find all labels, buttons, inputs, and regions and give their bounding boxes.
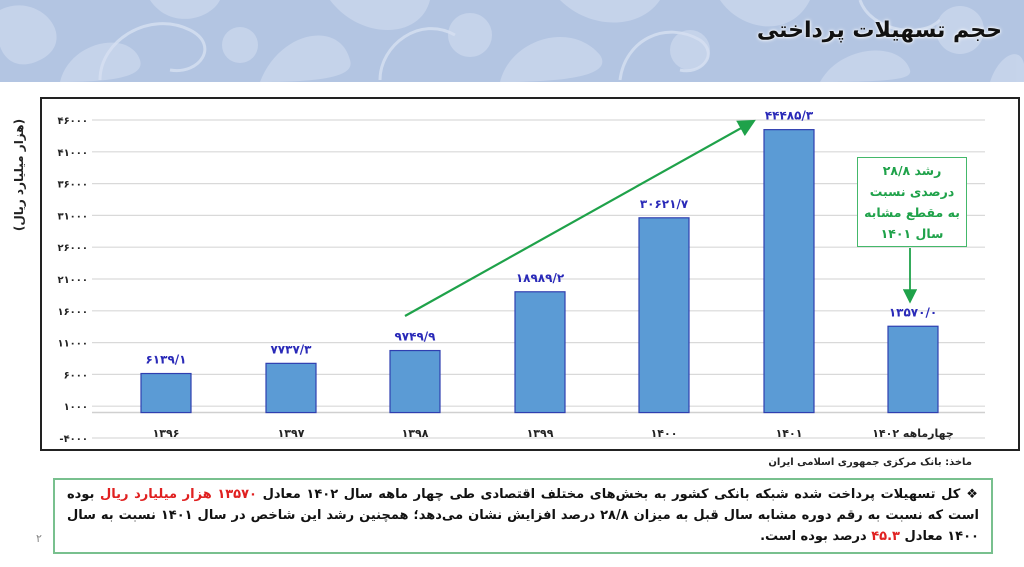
callout-line: درصدی نسبت (869, 184, 955, 199)
y-tick-label: ۲۱۰۰۰ (57, 275, 88, 286)
bar (140, 372, 192, 414)
x-category-label: ۱۳۹۹ (527, 427, 554, 440)
callout-line: به مقطع مشابه (864, 205, 960, 220)
bar-chart: -۴۰۰۰ ۱۰۰۰ ۶۰۰۰ ۱۱۰۰۰ ۱۶۰۰۰ ۲۱۰۰۰ ۲۶۰۰۰ ۳۱۰۰۰ ۳۶… (57, 109, 985, 445)
y-tick-label: ۴۶۰۰۰ (57, 116, 88, 127)
highlight-percent: ۴۵.۳ (871, 529, 900, 544)
page-number: ۲ (36, 532, 42, 545)
highlight-amount: ۱۳۵۷۰ هزار میلیارد ریال (99, 487, 257, 502)
bar-value-label: ۱۸۹۸۹/۲ (516, 271, 565, 285)
y-tick-label: ۴۱۰۰۰ (57, 148, 88, 159)
bar (638, 217, 690, 414)
floral-pattern-decoration (0, 0, 1024, 82)
page-title: حجم تسهیلات پرداختی (756, 18, 1002, 43)
bar-value-label: ۴۴۴۸۵/۳ (765, 109, 814, 123)
chart-area: -۴۰۰۰ ۱۰۰۰ ۶۰۰۰ ۱۱۰۰۰ ۱۶۰۰۰ ۲۱۰۰۰ ۲۶۰۰۰ ۳۱۰۰۰ ۳۶… (40, 97, 1020, 451)
bar-value-label: ۱۳۵۷۰/۰ (889, 305, 937, 319)
y-tick-label: ۱۶۰۰۰ (57, 307, 88, 318)
trend-arrow (404, 119, 756, 317)
bar-value-label: ۳۰۶۲۱/۷ (640, 197, 689, 211)
x-category-label: ۱۳۹۶ (153, 427, 180, 440)
callout-line: سال ۱۴۰۱ (880, 226, 944, 241)
source-note: ماخذ: بانک مرکزی جمهوری اسلامی ایران (768, 457, 972, 468)
bar-value-label: ۷۷۳۷/۳ (270, 342, 312, 356)
bar (887, 325, 939, 414)
y-tick-label: ۳۶۰۰۰ (57, 180, 88, 191)
y-tick-label: ۲۶۰۰۰ (57, 243, 88, 254)
x-category-label: ۱۳۹۸ (402, 427, 429, 440)
bar (514, 291, 566, 414)
y-tick-label: ۳۱۰۰۰ (57, 211, 88, 222)
growth-callout: رشد ۲۸/۸ درصدی نسبت به مقطع مشابه سال ۱۴۰۱ (857, 157, 967, 247)
y-tick-label: ۱۰۰۰ (64, 402, 88, 413)
bar (763, 129, 815, 414)
y-axis-label: (هزار میلیارد ریال) (12, 118, 26, 232)
bar (265, 362, 317, 414)
x-category-label: ۱۴۰۰ (651, 427, 678, 440)
callout-line: رشد ۲۸/۸ (882, 163, 942, 178)
summary-note: ❖کل تسهیلات پرداخت شده شبکه بانکی کشور ب… (53, 478, 993, 554)
bar-value-label: ۶۱۳۹/۱ (145, 353, 186, 367)
x-category-label: ۱۳۹۷ (278, 427, 305, 440)
header-banner: حجم تسهیلات پرداختی (0, 0, 1024, 82)
x-category-label: چهارماهه ۱۴۰۲ (872, 427, 954, 440)
bar-value-label: ۹۷۴۹/۹ (394, 330, 436, 344)
bar (389, 349, 441, 414)
y-tick-label: ۶۰۰۰ (64, 370, 88, 381)
x-category-label: ۱۴۰۱ (776, 427, 803, 440)
y-tick-label: -۴۰۰۰ (59, 434, 88, 445)
y-tick-label: ۱۱۰۰۰ (57, 339, 88, 350)
bullet-icon: ❖ (966, 487, 979, 502)
